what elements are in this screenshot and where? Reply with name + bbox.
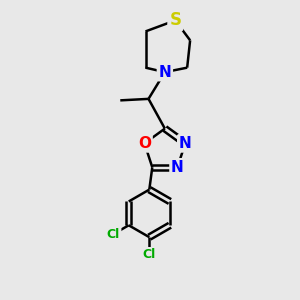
Text: N: N bbox=[158, 64, 171, 80]
Text: Cl: Cl bbox=[143, 248, 156, 262]
Text: S: S bbox=[169, 11, 181, 29]
Text: O: O bbox=[138, 136, 151, 151]
Text: N: N bbox=[171, 160, 184, 175]
Text: N: N bbox=[179, 136, 192, 151]
Text: Cl: Cl bbox=[106, 228, 120, 241]
